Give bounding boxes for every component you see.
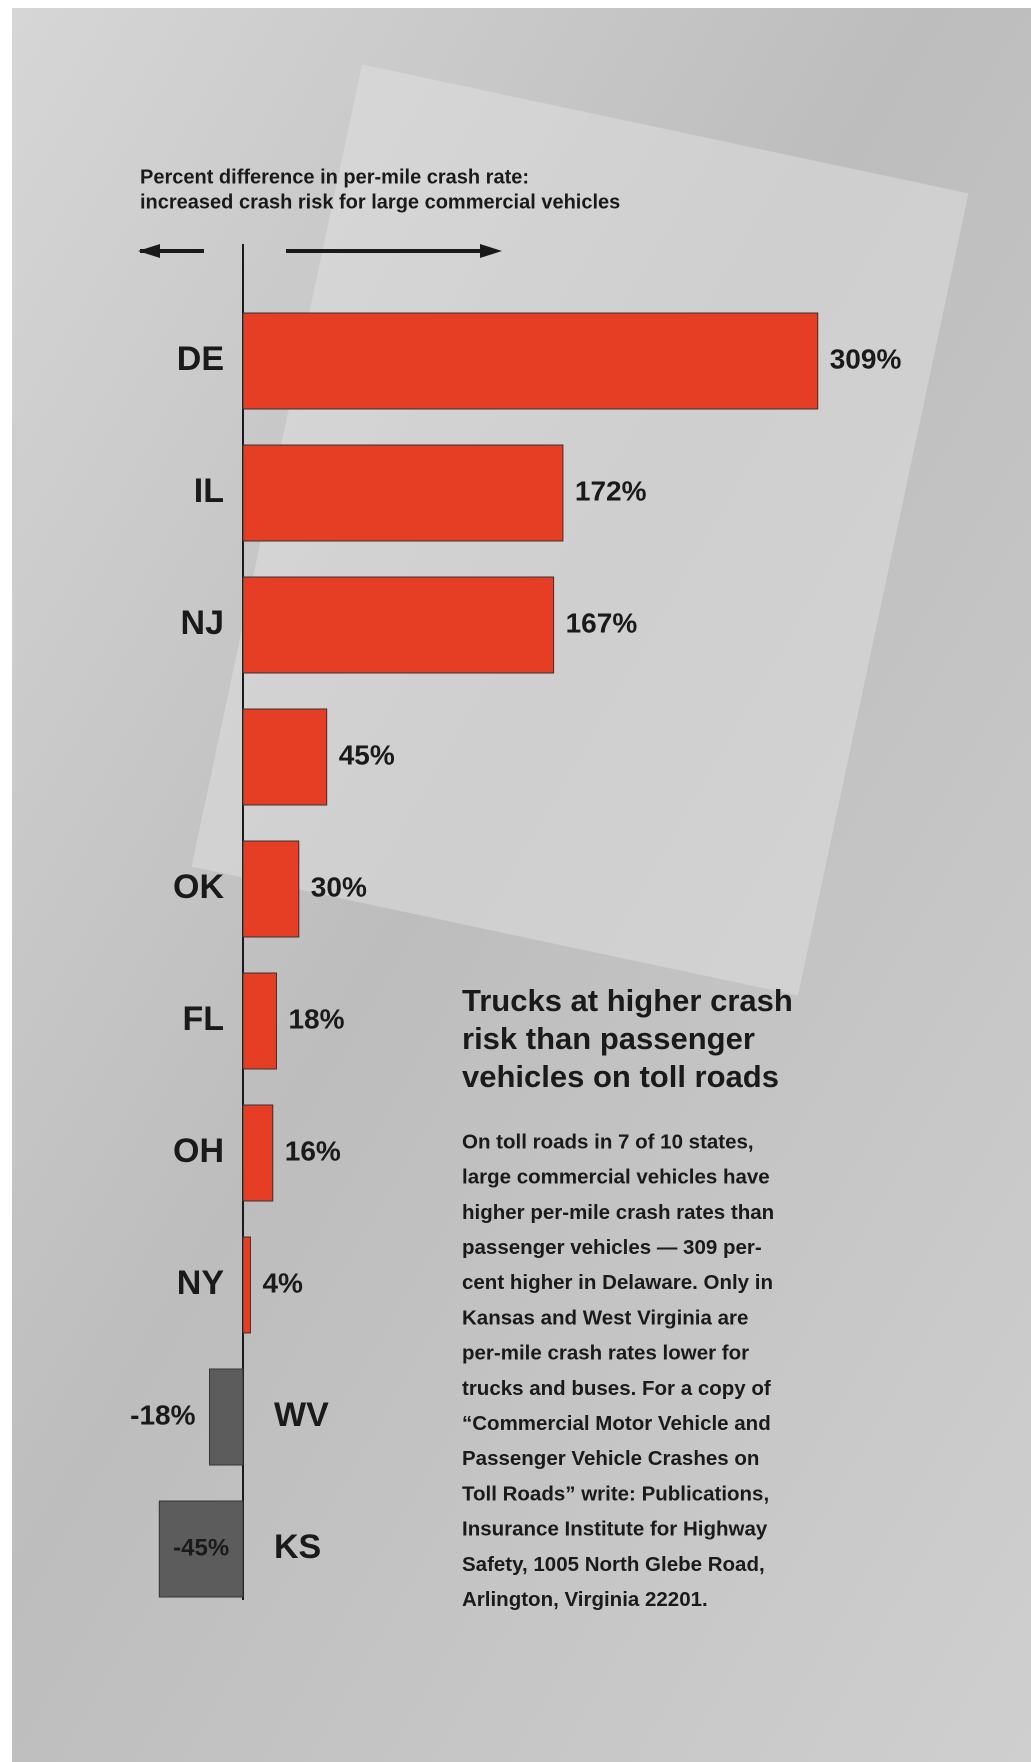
category-label: NJ: [181, 604, 224, 642]
bar: [243, 709, 327, 805]
value-label: 309%: [830, 343, 902, 374]
category-label: NY: [177, 1264, 225, 1302]
value-label: 18%: [288, 1003, 344, 1034]
category-label: WV: [274, 1396, 329, 1434]
bar: [243, 841, 299, 937]
bar: [243, 1105, 273, 1201]
category-label: FL: [182, 1000, 224, 1038]
category-label: IL: [194, 472, 224, 510]
sidebar-heading: Trucks at higher crash: [462, 983, 793, 1018]
bar: [243, 445, 563, 541]
sidebar-heading: risk than passenger: [462, 1021, 755, 1056]
bar: [243, 313, 818, 409]
sidebar-body: trucks and buses. For a copy of: [462, 1377, 771, 1400]
category-label: OH: [173, 1132, 224, 1170]
bar: [243, 973, 276, 1069]
category-label: KS: [274, 1528, 321, 1566]
value-label: 4%: [262, 1267, 303, 1298]
chart: Percent difference in per-mile crash rat…: [0, 0, 1031, 1762]
bar: [210, 1369, 243, 1465]
sidebar-body: passenger vehicles — 309 per-: [462, 1236, 762, 1259]
sidebar-body: Arlington, Virginia 22201.: [462, 1588, 708, 1611]
sidebar-body: Insurance Institute for Highway: [462, 1518, 768, 1541]
category-label: DE: [177, 340, 224, 378]
sidebar-body: per-mile crash rates lower for: [462, 1342, 749, 1365]
value-label: 16%: [285, 1135, 341, 1166]
sidebar-body: Toll Roads” write: Publications,: [462, 1482, 769, 1505]
sidebar-body: higher per-mile crash rates than: [462, 1201, 774, 1224]
sidebar-body: Kansas and West Virginia are: [462, 1306, 748, 1329]
axis-title: increased crash risk for large commercia…: [140, 191, 620, 213]
value-label: 30%: [311, 871, 367, 902]
value-label: 172%: [575, 475, 647, 506]
sidebar-body: On toll roads in 7 of 10 states,: [462, 1130, 754, 1153]
bar: [243, 577, 554, 673]
sidebar-body: large commercial vehicles have: [462, 1166, 770, 1189]
sidebar-body: Passenger Vehicle Crashes on: [462, 1447, 759, 1470]
bar: [243, 1237, 250, 1333]
value-label: 167%: [566, 607, 638, 638]
category-label: OK: [173, 868, 224, 906]
sidebar-heading: vehicles on toll roads: [462, 1059, 779, 1094]
sidebar-body: cent higher in Delaware. Only in: [462, 1271, 773, 1294]
value-label: -45%: [173, 1534, 229, 1561]
sidebar-body: “Commercial Motor Vehicle and: [462, 1412, 771, 1435]
value-label: -18%: [130, 1399, 195, 1430]
axis-title: Percent difference in per-mile crash rat…: [140, 166, 529, 188]
sidebar-body: Safety, 1005 North Glebe Road,: [462, 1553, 765, 1576]
value-label: 45%: [339, 739, 395, 770]
